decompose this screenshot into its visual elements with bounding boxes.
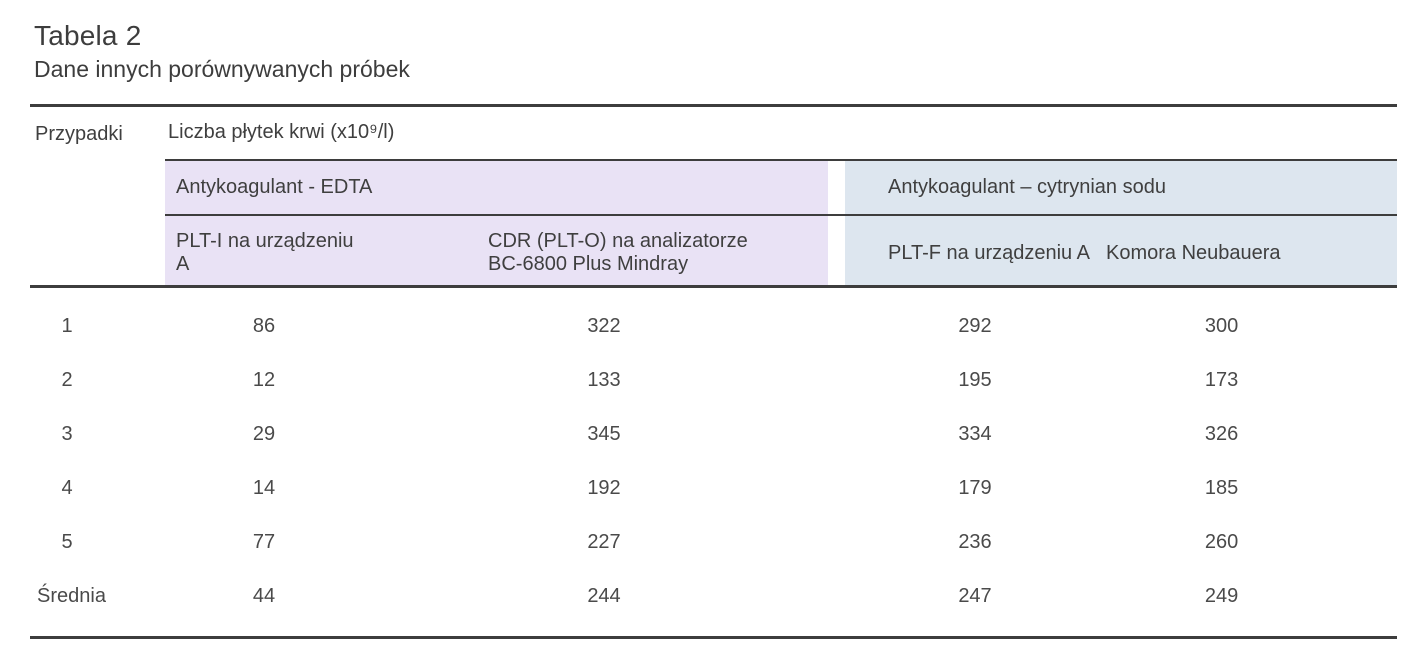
subheader-cdr-line1: CDR (PLT-O) na analizatorze bbox=[488, 230, 748, 253]
row-label: 5 bbox=[61, 530, 73, 553]
table-row: 1 86 322 292 300 bbox=[30, 287, 1397, 354]
method-subheader-row: PLT-I na urządzeniu A CDR (PLT-O) na ana… bbox=[30, 215, 1398, 288]
subheader-plt-i: PLT-I na urządzeniu A bbox=[165, 215, 363, 288]
row-label-srednia: Średnia bbox=[30, 569, 165, 639]
row-label: 1 bbox=[61, 314, 73, 337]
subheader-plt-f: PLT-F na urządzeniu A bbox=[845, 215, 1105, 288]
cell-plt-f: 247 bbox=[845, 569, 1105, 639]
page-subtitle: Dane innych porównywanych próbek bbox=[34, 56, 410, 82]
cell-plt-f: 292 bbox=[958, 314, 992, 337]
cell-plt-f: 334 bbox=[958, 422, 992, 445]
data-table: Przypadki Liczba płytek krwi (x10⁹/l) An… bbox=[30, 104, 1398, 639]
cell-komora: 300 bbox=[1204, 314, 1239, 337]
cell-cdr: 192 bbox=[587, 476, 621, 499]
cell-cdr: 133 bbox=[587, 368, 621, 391]
cell-plt-i: 86 bbox=[252, 314, 276, 337]
cell-cdr: 322 bbox=[587, 314, 621, 337]
row-label: 4 bbox=[61, 476, 73, 499]
table-row: 4 14 192 179 185 bbox=[30, 461, 1397, 515]
row-label: 3 bbox=[61, 422, 73, 445]
cell-komora: 173 bbox=[1204, 368, 1239, 391]
group-header-cytrynian-sodu: Antykoagulant – cytrynian sodu bbox=[845, 160, 1398, 216]
table-header: Przypadki Liczba płytek krwi (x10⁹/l) An… bbox=[30, 105, 1398, 288]
header-przypadki: Przypadki bbox=[30, 105, 165, 288]
cell-plt-i: 12 bbox=[252, 368, 276, 391]
cell-komora: 249 bbox=[1105, 569, 1398, 639]
cell-cdr: 227 bbox=[587, 530, 621, 553]
page-title: Tabela 2 bbox=[34, 20, 142, 51]
cell-komora: 185 bbox=[1204, 476, 1239, 499]
subheader-cdr-line2: BC-6800 Plus Mindray bbox=[488, 253, 689, 275]
cell-plt-i: 77 bbox=[252, 530, 276, 553]
table-body: 1 86 322 292 300 2 12 133 195 173 3 29 3… bbox=[30, 287, 1398, 639]
table-row-average: Średnia 44 244 247 249 bbox=[30, 569, 1398, 639]
table-row: 3 29 345 334 326 bbox=[30, 407, 1397, 461]
cell-plt-f: 236 bbox=[958, 530, 992, 553]
row-label: 2 bbox=[61, 368, 73, 391]
cell-plt-f: 179 bbox=[958, 476, 992, 499]
measure-header-row: Przypadki Liczba płytek krwi (x10⁹/l) bbox=[30, 105, 1398, 288]
table-row: 5 77 227 236 260 bbox=[30, 515, 1397, 569]
header-liczba-plytek: Liczba płytek krwi (x10⁹/l) bbox=[165, 105, 1398, 161]
anticoagulant-group-row: Antykoagulant - EDTA Antykoagulant – cyt… bbox=[30, 160, 1398, 216]
table-row: 2 12 133 195 173 bbox=[30, 353, 1397, 407]
cell-cdr: 345 bbox=[587, 422, 621, 445]
subheader-komora-neubauera: Komora Neubauera bbox=[1105, 215, 1398, 288]
group-header-edta: Antykoagulant - EDTA bbox=[165, 160, 845, 216]
cell-plt-i: 44 bbox=[165, 569, 363, 639]
cell-plt-i: 29 bbox=[252, 422, 276, 445]
cell-komora: 260 bbox=[1204, 530, 1239, 553]
cell-cdr: 244 bbox=[363, 569, 845, 639]
cell-plt-i: 14 bbox=[252, 476, 276, 499]
cell-plt-f: 195 bbox=[958, 368, 992, 391]
subheader-cdr-plt-o: CDR (PLT-O) na analizatorze BC-6800 Plus… bbox=[363, 215, 845, 288]
cell-komora: 326 bbox=[1204, 422, 1239, 445]
